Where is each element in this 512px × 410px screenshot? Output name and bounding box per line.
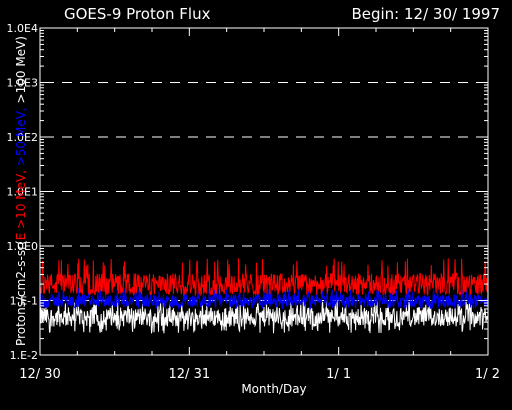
x-tick-label: 1/ 1 [326, 367, 351, 382]
x-axis: 12/ 30 12/ 31 1/ 1 1/ 2 [19, 28, 500, 382]
y-tick-label: 1.0E3 [7, 77, 38, 90]
y-tick-label: 1.0E4 [7, 22, 38, 35]
series-line [39, 287, 489, 311]
x-tick-label: 12/ 31 [169, 367, 211, 382]
y-tick-label: 1.0E2 [7, 131, 38, 144]
y-tick-label: 1.0E0 [7, 240, 38, 253]
x-axis-label: Month/Day [241, 382, 306, 396]
y-axis: 1.0E4 1.0E3 1.0E2 1.0E1 1.0E0 1.E-1 1.E-2 [7, 22, 488, 362]
x-tick-label: 12/ 30 [19, 367, 61, 382]
x-tick-label: 1/ 2 [475, 367, 500, 382]
y-tick-label: 1.0E1 [7, 186, 38, 199]
series-layer [39, 258, 489, 334]
y-label-part: >50 MeV, [14, 103, 28, 166]
y-tick-label: 1.E-2 [10, 349, 38, 362]
y-axis-label: Protons/cm2-s-sr(E >10 MeV, >50 MeV, >10… [14, 36, 28, 346]
y-tick-label: 1.E-1 [10, 295, 38, 308]
series-line [39, 258, 489, 297]
chart-subtitle: Begin: 12/ 30/ 1997 [351, 5, 500, 23]
y-label-part: E >10 MeV, [14, 166, 28, 240]
series-line [39, 300, 489, 334]
y-label-part: Protons/cm2-s-sr( [14, 240, 28, 346]
chart-title: GOES-9 Proton Flux [64, 5, 211, 23]
y-label-part: >100 MeV) [14, 36, 28, 103]
